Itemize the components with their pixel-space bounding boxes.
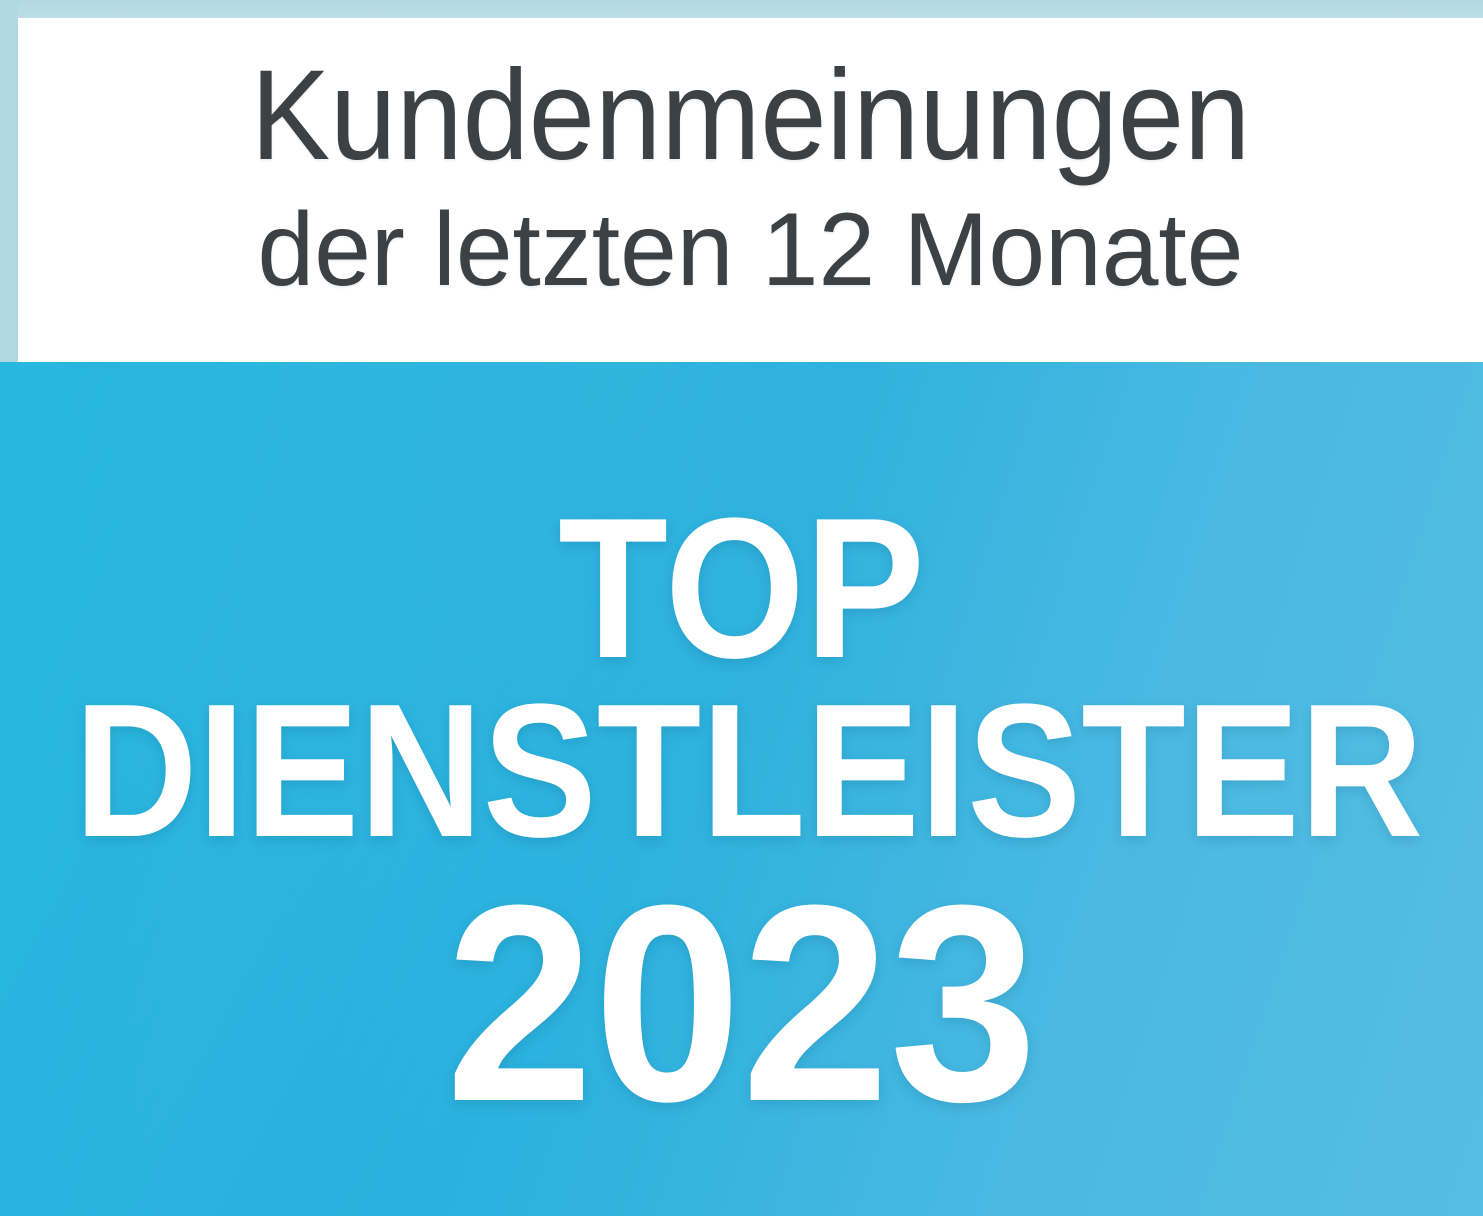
badge-frame-left: [0, 0, 18, 362]
header-subtitle: der letzten 12 Monate: [257, 192, 1244, 308]
award-band: TOP DIENSTLEISTER 2023: [0, 362, 1483, 1216]
header-title: Kundenmeinungen: [250, 44, 1251, 187]
award-word-dienstleister: DIENSTLEISTER: [74, 665, 1424, 877]
badge-frame-top: [0, 0, 1483, 18]
customer-reviews-header-panel: Kundenmeinungen der letzten 12 Monate: [18, 18, 1483, 362]
award-year: 2023: [445, 848, 1038, 1160]
award-word-top: TOP: [558, 477, 925, 700]
